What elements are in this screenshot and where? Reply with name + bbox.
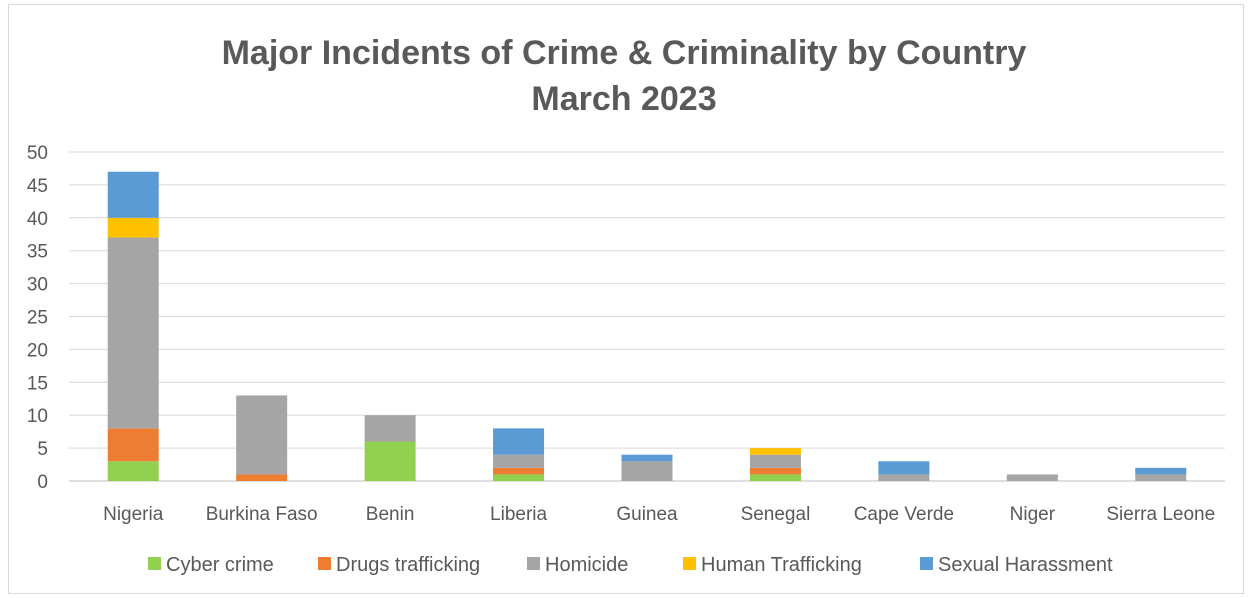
bar-segment bbox=[749, 474, 801, 481]
bar-segment bbox=[621, 454, 673, 462]
x-tick-label: Burkina Faso bbox=[206, 504, 318, 525]
bar-segment bbox=[107, 171, 159, 218]
y-tick-label: 5 bbox=[37, 439, 48, 460]
chart-title-line-2: March 2023 bbox=[531, 80, 717, 118]
y-tick-label: 25 bbox=[27, 308, 48, 329]
legend-swatch bbox=[920, 557, 933, 570]
bar-segment bbox=[878, 461, 930, 475]
legend-label: Drugs trafficking bbox=[336, 554, 480, 576]
y-tick-label: 30 bbox=[27, 275, 48, 296]
bar-segment bbox=[364, 441, 416, 481]
legend-label: Cyber crime bbox=[166, 554, 274, 576]
x-tick-label: Liberia bbox=[490, 504, 547, 525]
x-tick-label: Guinea bbox=[616, 504, 678, 525]
legend: Cyber crime Drugs trafficking Homicide Huma… bbox=[148, 554, 1113, 576]
y-tick-label: 45 bbox=[27, 176, 48, 197]
legend-label: Human Trafficking bbox=[701, 554, 862, 576]
bar-segment bbox=[107, 237, 159, 429]
legend-swatch bbox=[148, 557, 161, 570]
legend-swatch bbox=[683, 557, 696, 570]
legend-label: Homicide bbox=[545, 554, 628, 576]
y-tick-label: 0 bbox=[37, 472, 48, 493]
bar-segment bbox=[493, 454, 545, 468]
bar-segment bbox=[749, 467, 801, 475]
x-tick-label: Cape Verde bbox=[854, 504, 954, 525]
chart-title-line-1: Major Incidents of Crime & Criminality b… bbox=[221, 34, 1027, 72]
bar-segment bbox=[1006, 474, 1058, 481]
bar-segment bbox=[621, 461, 673, 481]
bar-segment bbox=[878, 474, 930, 481]
bar-segment bbox=[107, 461, 159, 481]
y-tick-label: 20 bbox=[27, 340, 48, 361]
bar-segment bbox=[493, 467, 545, 475]
y-tick-label: 15 bbox=[27, 373, 48, 394]
bar-segment bbox=[236, 474, 288, 481]
x-tick-label: Benin bbox=[366, 504, 415, 525]
bar-segment bbox=[1135, 474, 1187, 481]
bar-segment bbox=[493, 474, 545, 481]
bar-segment bbox=[107, 428, 159, 462]
y-tick-label: 35 bbox=[27, 242, 48, 263]
x-tick-label: Nigeria bbox=[103, 504, 164, 525]
y-tick-label: 50 bbox=[27, 143, 48, 164]
bar-segment bbox=[107, 217, 159, 238]
x-tick-label: Niger bbox=[1010, 504, 1056, 525]
y-axis: 0 5 10 15 20 25 30 35 40 45 50 bbox=[27, 143, 48, 493]
bars bbox=[107, 171, 1187, 481]
bar-segment bbox=[749, 448, 801, 455]
y-tick-label: 40 bbox=[27, 209, 48, 230]
x-tick-label: Senegal bbox=[741, 504, 811, 525]
legend-label: Sexual Harassment bbox=[938, 554, 1113, 576]
bar-segment bbox=[1135, 467, 1187, 475]
legend-swatch bbox=[318, 557, 331, 570]
chart-frame bbox=[8, 4, 1244, 594]
chart-title: Major Incidents of Crime & Criminality b… bbox=[0, 30, 1248, 122]
x-axis: Nigeria Burkina Faso Benin Liberia Guinea Sen… bbox=[103, 504, 1215, 525]
x-tick-label: Sierra Leone bbox=[1106, 504, 1215, 525]
y-tick-label: 10 bbox=[27, 406, 48, 427]
bar-segment bbox=[493, 428, 545, 455]
bar-segment bbox=[749, 454, 801, 468]
bar-segment bbox=[236, 395, 288, 475]
bar-segment bbox=[364, 415, 416, 442]
legend-swatch bbox=[527, 557, 540, 570]
